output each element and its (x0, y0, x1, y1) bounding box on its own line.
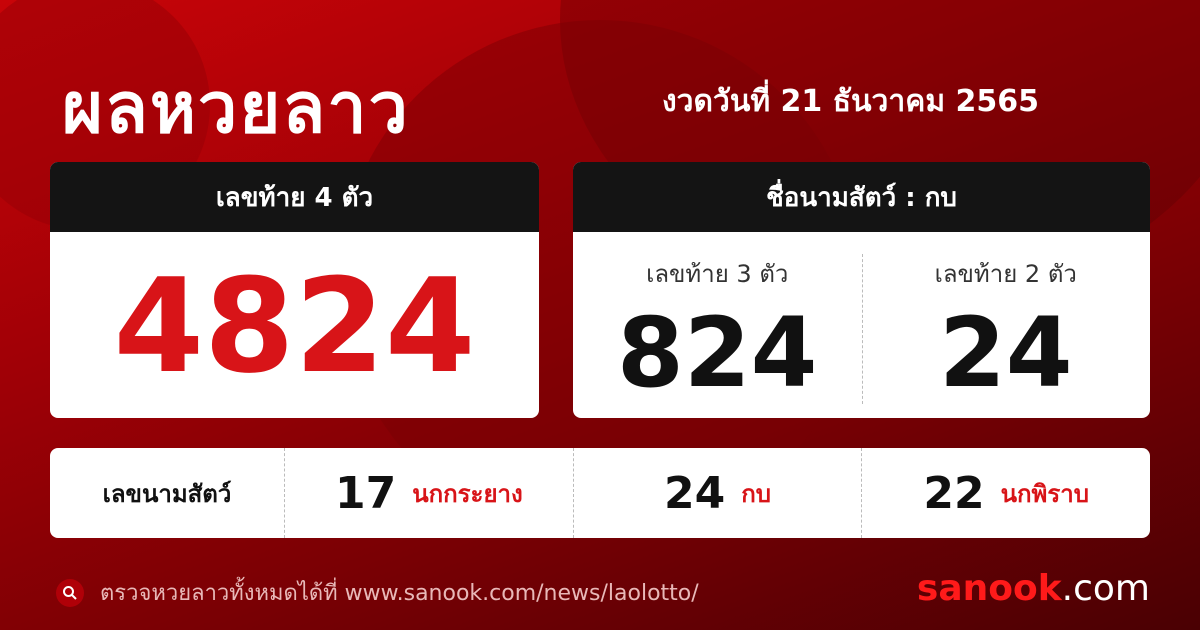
two-digit-label: เลขท้าย 2 ตัว (934, 260, 1077, 288)
logo-suffix: .com (1061, 568, 1150, 609)
animal-number: 17 (334, 467, 397, 519)
footer: ตรวจหวยลาวทั้งหมดได้ที่ www.sanook.com/n… (56, 575, 699, 610)
three-digit: เลขท้าย 3 ตัว 824 (573, 232, 862, 418)
logo-brand: sanook (916, 568, 1062, 609)
three-digit-number: 824 (617, 297, 818, 409)
animal-numbers-label: เลขนามสัตว์ (102, 479, 232, 508)
four-digit-card: เลขท้าย 4 ตัว 4824 (50, 162, 539, 418)
animal-item: 24 กบ (572, 448, 862, 538)
animal-name: นกพิราบ (1000, 479, 1089, 508)
animal-item: 22 นกพิราบ (861, 448, 1150, 538)
animal-card: ชื่อนามสัตว์ : กบ เลขท้าย 3 ตัว 824 เลขท… (573, 162, 1150, 418)
three-digit-label: เลขท้าย 3 ตัว (646, 260, 789, 288)
animal-numbers-row: เลขนามสัตว์ 17 นกกระยาง 24 กบ 22 นกพิราบ (50, 448, 1150, 538)
footer-link-text[interactable]: ตรวจหวยลาวทั้งหมดได้ที่ www.sanook.com/n… (100, 581, 699, 606)
card-header: ชื่อนามสัตว์ : กบ (573, 162, 1150, 232)
divider (861, 254, 863, 404)
card-header: เลขท้าย 4 ตัว (50, 162, 539, 232)
animal-name: นกกระยาง (412, 479, 523, 508)
search-icon (56, 578, 84, 607)
animal-number: 22 (923, 467, 985, 519)
sanook-logo: sanook.com (917, 568, 1150, 609)
animal-item: 17 นกกระยาง (284, 448, 573, 538)
animal-name: กบ (741, 479, 771, 508)
page-title: ผลหวยลาว (62, 67, 410, 149)
two-digit: เลขท้าย 2 ตัว 24 (862, 232, 1151, 418)
two-digit-number: 24 (938, 297, 1073, 409)
animal-number: 24 (664, 467, 726, 519)
four-digit-number: 4824 (113, 250, 476, 402)
draw-date: งวดวันที่ 21 ธันวาคม 2565 (662, 84, 1040, 119)
